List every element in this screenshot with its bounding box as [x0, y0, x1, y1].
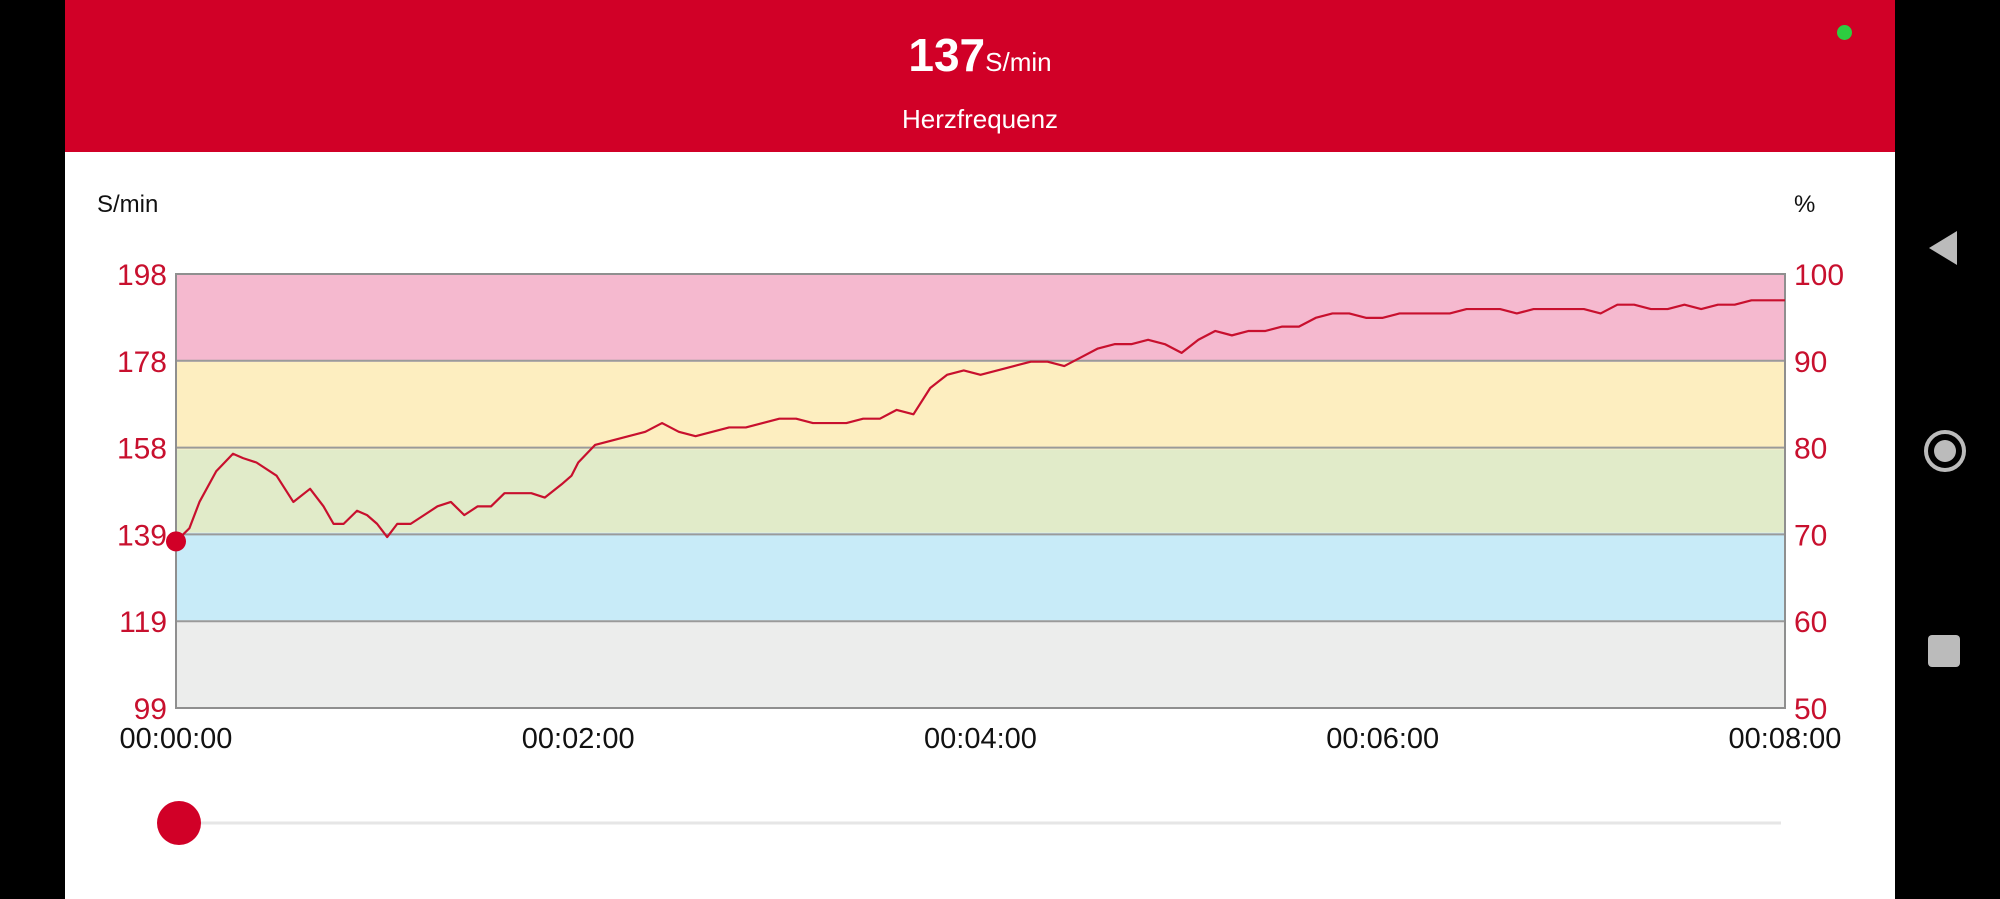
x-tick-label: 00:06:00 [1326, 723, 1439, 755]
x-tick-label: 00:08:00 [1729, 723, 1842, 755]
y-tick-right: 100 [1794, 259, 1844, 292]
back-icon[interactable] [1925, 227, 1961, 269]
y-tick-left: 158 [117, 433, 167, 466]
home-icon[interactable] [1922, 428, 1968, 474]
heart-rate-label: Herzfrequenz [901, 104, 1059, 134]
y-tick-right: 70 [1794, 519, 1827, 552]
recents-icon[interactable] [1927, 634, 1961, 668]
current-position-marker [166, 531, 186, 552]
x-tick-label: 00:04:00 [924, 723, 1037, 755]
header-bar: 137S/min Herzfrequenz [65, 0, 1895, 152]
heart-rate-chart: 198 178 158 139 119 99 100 90 80 70 60 50 00:00:00 00… [117, 259, 1844, 845]
app-screen: 137S/min Herzfrequenz S/min % 198 178 158 1… [65, 0, 1895, 899]
zone-band-2 [176, 532, 1785, 621]
heart-rate-number: 137 [908, 29, 986, 81]
y-tick-left: 178 [117, 346, 167, 379]
right-axis-title: % [1794, 191, 1816, 218]
y-tick-right: 90 [1794, 346, 1827, 379]
y-tick-left: 119 [119, 606, 167, 639]
plot-frame [175, 273, 1786, 709]
heart-rate-line [175, 299, 1785, 543]
y-tick-left: 139 [117, 519, 167, 552]
y-tick-left: 99 [134, 693, 167, 726]
y-tick-right: 80 [1794, 433, 1827, 466]
heart-rate-unit: S/min [985, 47, 1052, 77]
android-nav-bar [1895, 0, 2000, 899]
connection-status-dot [1837, 25, 1852, 40]
zone-band-1 [176, 620, 1785, 708]
heart-rate-value: 137S/min [65, 28, 1895, 82]
y-tick-right: 60 [1794, 606, 1827, 639]
zone-band-5 [176, 274, 1785, 362]
x-tick-label: 00:02:00 [522, 723, 635, 755]
left-axis-title: S/min [97, 191, 159, 218]
zone-band-3 [176, 449, 1785, 533]
y-tick-left: 198 [117, 259, 167, 292]
playback-slider-thumb[interactable] [157, 801, 201, 845]
x-tick-label: 00:00:00 [120, 723, 233, 755]
y-tick-right: 50 [1794, 693, 1827, 726]
zone-band-4 [176, 361, 1785, 450]
